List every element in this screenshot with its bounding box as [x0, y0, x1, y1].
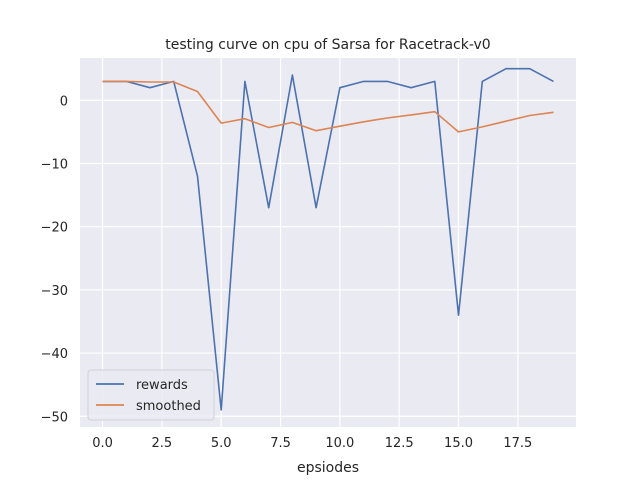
series-lines: [102, 67, 554, 411]
y-tick-label: −50: [41, 410, 68, 425]
x-axis-ticks: 0.0 2.5 5.0 7.5 10.0 12.5 15.0 17.5: [92, 436, 532, 451]
x-tick-label: 2.5: [152, 436, 173, 451]
chart-title: testing curve on cpu of Sarsa for Racetr…: [165, 37, 490, 53]
y-axis-ticks: 0 −10 −20 −30 −40 −50: [41, 94, 68, 425]
gridlines: [80, 58, 576, 427]
legend: rewards smoothed: [87, 369, 215, 421]
series-line-smoothed: [102, 80, 554, 133]
x-axis-label: epsiodes: [297, 460, 359, 476]
x-tick-label: 5.0: [211, 436, 232, 451]
legend-label: smoothed: [136, 399, 201, 414]
x-tick-label: 7.5: [270, 436, 291, 451]
y-tick-label: −20: [41, 221, 68, 236]
y-tick-label: 0: [60, 94, 68, 109]
legend-label: rewards: [136, 378, 188, 393]
series-line-rewards: [102, 67, 554, 411]
x-tick-label: 17.5: [503, 436, 532, 451]
x-tick-label: 0.0: [92, 436, 113, 451]
y-tick-label: −40: [41, 347, 68, 362]
x-tick-label: 12.5: [385, 436, 414, 451]
y-tick-label: −10: [41, 158, 68, 173]
x-tick-label: 10.0: [325, 436, 354, 451]
legend-box: [87, 369, 215, 421]
x-tick-label: 15.0: [444, 436, 473, 451]
y-tick-label: −30: [41, 284, 68, 299]
plot-area: [80, 58, 576, 427]
